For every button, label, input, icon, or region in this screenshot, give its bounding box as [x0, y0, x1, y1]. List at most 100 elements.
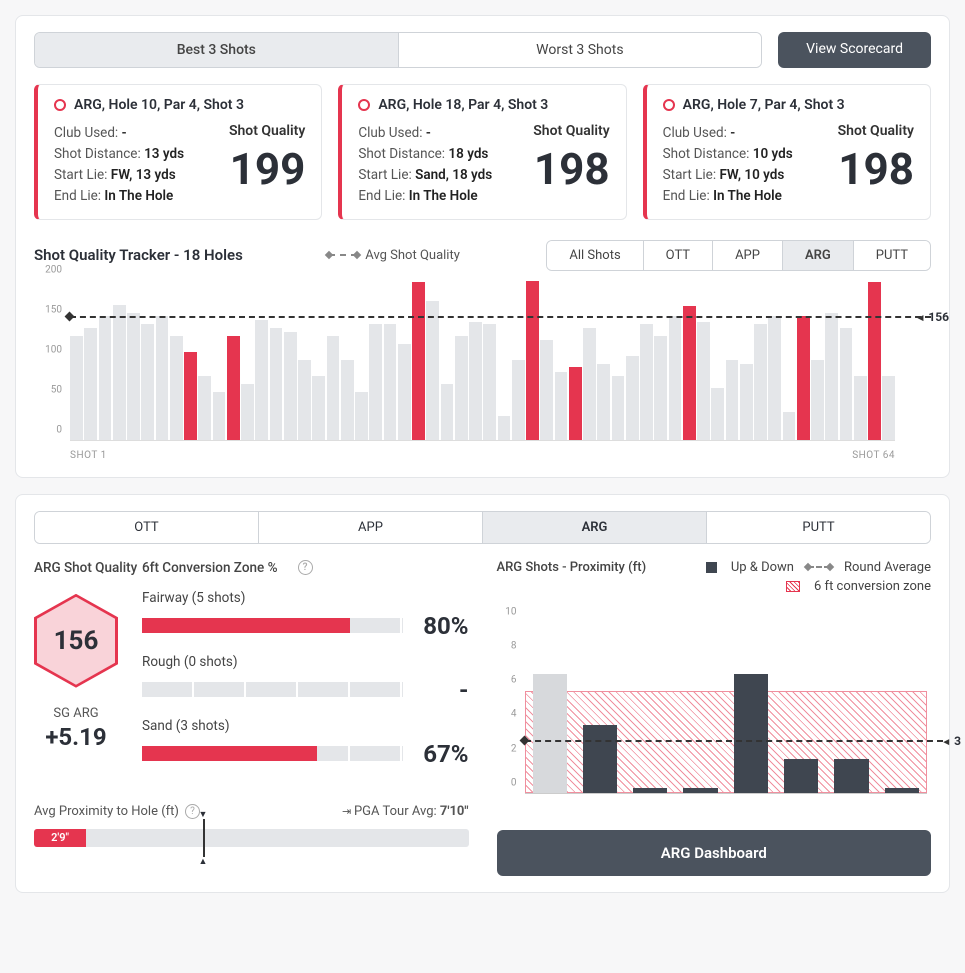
prox-plot: 3 — [525, 606, 928, 794]
bottom-tab-ott[interactable]: OTT — [35, 512, 258, 543]
prox-bar[interactable] — [583, 725, 617, 793]
left-column: ARG Shot Quality 156 SG ARG +5.19 — [34, 560, 469, 876]
bar[interactable] — [156, 316, 169, 439]
bar[interactable] — [697, 322, 710, 440]
bar[interactable] — [854, 376, 867, 440]
bar[interactable] — [412, 282, 425, 439]
bar[interactable] — [255, 320, 268, 439]
shot-card[interactable]: ARG, Hole 7, Par 4, Shot 3 Club Used: - … — [643, 84, 931, 220]
sg-label: SG ARG — [34, 706, 118, 721]
bar[interactable] — [654, 336, 667, 439]
bottom-tab-putt[interactable]: PUTT — [706, 512, 930, 543]
prox-bar[interactable] — [734, 674, 768, 793]
bar[interactable] — [441, 384, 454, 440]
bar[interactable] — [768, 316, 781, 439]
bar[interactable] — [184, 352, 197, 439]
bar[interactable] — [683, 306, 696, 440]
bar[interactable] — [540, 340, 553, 439]
bar[interactable] — [840, 328, 853, 439]
bar[interactable] — [512, 360, 525, 440]
bar[interactable] — [99, 316, 112, 439]
prox-bar[interactable] — [885, 788, 919, 793]
sq-value: 198 — [533, 147, 609, 191]
bar[interactable] — [198, 376, 211, 440]
bar[interactable] — [555, 372, 568, 440]
bar[interactable] — [583, 328, 596, 439]
bar[interactable] — [483, 324, 496, 439]
bar[interactable] — [284, 332, 297, 439]
shot-card[interactable]: ARG, Hole 10, Par 4, Shot 3 Club Used: -… — [34, 84, 322, 220]
filter-tab-app[interactable]: APP — [712, 241, 782, 270]
bar[interactable] — [327, 336, 340, 439]
help-icon[interactable]: ? — [298, 560, 313, 575]
bar[interactable] — [127, 313, 140, 440]
bottom-tab-app[interactable]: APP — [258, 512, 482, 543]
bar[interactable] — [597, 364, 610, 440]
bar[interactable] — [754, 324, 767, 439]
bar[interactable] — [669, 316, 682, 439]
prox-bar[interactable] — [784, 759, 818, 793]
filter-tab-all-shots[interactable]: All Shots — [547, 241, 642, 270]
sq-value: 198 — [838, 147, 914, 191]
bar[interactable] — [882, 376, 895, 440]
pga-tour-avg-label: PGA Tour Avg: — [354, 804, 437, 819]
bar[interactable] — [868, 282, 881, 439]
bar[interactable] — [825, 313, 838, 440]
filter-tab-arg[interactable]: ARG — [782, 241, 853, 270]
bar[interactable] — [612, 376, 625, 440]
bar[interactable] — [811, 360, 824, 440]
view-scorecard-button[interactable]: View Scorecard — [778, 32, 931, 68]
proximity-chart: 0246810 3 — [497, 606, 932, 816]
bar[interactable] — [626, 356, 639, 439]
bar[interactable] — [455, 336, 468, 439]
bar[interactable] — [84, 328, 97, 439]
bar[interactable] — [384, 324, 397, 439]
conversion-label: Fairway (5 shots) — [142, 590, 469, 606]
bar[interactable] — [227, 336, 240, 439]
filter-tab-ott[interactable]: OTT — [643, 241, 712, 270]
bar[interactable] — [426, 301, 439, 440]
bottom-tab-arg[interactable]: ARG — [482, 512, 706, 543]
bar[interactable] — [170, 336, 183, 439]
tab-worst-shots[interactable]: Worst 3 Shots — [398, 33, 762, 67]
bar[interactable] — [341, 360, 354, 440]
pga-marker — [203, 819, 205, 857]
bar[interactable] — [783, 412, 796, 440]
bar[interactable] — [398, 344, 411, 439]
bar[interactable] — [141, 324, 154, 439]
bar[interactable] — [355, 392, 368, 440]
bar[interactable] — [797, 316, 810, 439]
filter-tab-putt[interactable]: PUTT — [853, 241, 930, 270]
sq-value: 199 — [229, 147, 305, 191]
bar[interactable] — [298, 360, 311, 440]
hex-value: 156 — [54, 626, 99, 656]
bottom-grid: ARG Shot Quality 156 SG ARG +5.19 — [34, 560, 931, 876]
prox-bar[interactable] — [834, 759, 868, 793]
bar[interactable] — [312, 376, 325, 440]
conversion-bar — [142, 746, 403, 761]
bar[interactable] — [569, 367, 582, 440]
bar[interactable] — [213, 392, 226, 440]
bar[interactable] — [241, 384, 254, 440]
bar[interactable] — [369, 324, 382, 439]
shot-card-title: ARG, Hole 18, Par 4, Shot 3 — [378, 97, 548, 113]
bar[interactable] — [726, 360, 739, 440]
proximity-bar: 2'9" — [34, 829, 469, 847]
avg-proximity-label: Avg Proximity to Hole (ft) — [34, 804, 179, 819]
bar[interactable] — [113, 305, 126, 440]
bar[interactable] — [640, 324, 653, 439]
bar[interactable] — [498, 416, 511, 440]
bar[interactable] — [270, 328, 283, 439]
bar[interactable] — [526, 281, 539, 439]
tab-best-shots[interactable]: Best 3 Shots — [35, 33, 398, 67]
arg-dashboard-button[interactable]: ARG Dashboard — [497, 830, 932, 876]
prox-bar[interactable] — [633, 788, 667, 793]
prox-bar[interactable] — [533, 674, 567, 793]
prox-bar[interactable] — [683, 788, 717, 793]
shot-card[interactable]: ARG, Hole 18, Par 4, Shot 3 Club Used: -… — [338, 84, 626, 220]
x-axis-labels: SHOT 1 SHOT 64 — [70, 450, 895, 461]
bar[interactable] — [469, 322, 482, 440]
bar[interactable] — [740, 364, 753, 440]
bar[interactable] — [70, 336, 83, 439]
bar[interactable] — [711, 388, 724, 440]
